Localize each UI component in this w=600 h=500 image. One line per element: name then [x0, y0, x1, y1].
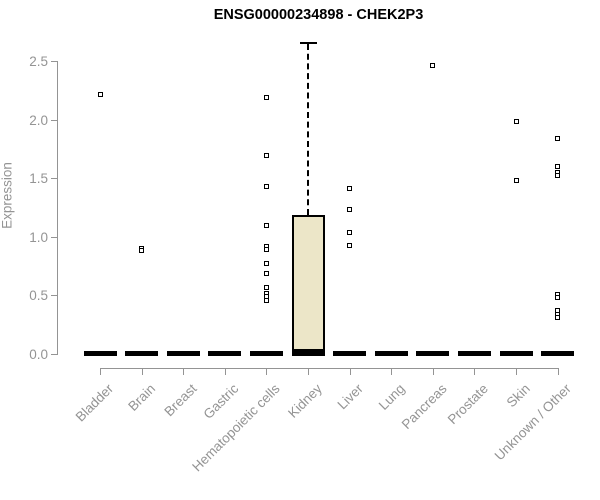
x-tick	[308, 369, 309, 375]
x-tick	[474, 369, 476, 375]
y-tick-label: 0.5	[29, 288, 48, 304]
outlier-point	[263, 153, 269, 159]
outlier-point	[263, 270, 269, 276]
y-tick-label: 1.0	[29, 229, 48, 245]
box	[291, 214, 325, 356]
x-axis-label: Bladder	[73, 381, 117, 425]
y-tick-label: 2.5	[29, 54, 48, 69]
outlier-point	[263, 247, 269, 253]
x-tick	[432, 369, 434, 375]
outlier-point	[513, 178, 519, 184]
y-tick	[51, 295, 57, 297]
x-axis-label: Lung	[375, 381, 408, 413]
y-tick	[51, 178, 57, 180]
outlier-point	[347, 242, 353, 248]
outlier-point	[263, 261, 269, 267]
x-axis-label: Breast	[161, 381, 200, 420]
y-tick	[51, 119, 57, 121]
x-axis-label: Kidney	[284, 381, 325, 421]
y-tick	[51, 236, 57, 238]
outlier-point	[263, 94, 269, 100]
outlier-point	[555, 163, 561, 169]
chart-title: ENSG00000234898 - CHEK2P3	[213, 7, 424, 23]
outlier-point	[555, 315, 561, 321]
flat-box	[208, 351, 242, 356]
outlier-point	[347, 186, 353, 192]
flat-box	[333, 351, 367, 356]
y-axis-line	[57, 61, 58, 355]
outlier-point	[263, 222, 269, 228]
y-tick-label: 2.0	[29, 112, 48, 128]
outlier-point	[347, 207, 353, 213]
whisker-cap	[299, 42, 317, 45]
x-axis-label: Brain	[125, 381, 159, 414]
flat-box	[249, 351, 283, 356]
y-tick	[51, 354, 57, 355]
x-axis-label: Prostate	[444, 381, 492, 428]
outlier-point	[555, 295, 561, 301]
flat-box	[416, 351, 450, 356]
x-tick	[224, 369, 226, 375]
x-axis-label: Unknown / Other	[491, 381, 575, 464]
x-tick	[516, 369, 517, 375]
y-tick-label: 1.5	[29, 171, 48, 187]
median-line	[291, 348, 325, 354]
flat-box	[499, 351, 533, 356]
outlier-point	[263, 284, 269, 290]
flat-box	[541, 351, 575, 356]
x-tick	[266, 369, 268, 375]
outlier-point	[430, 63, 436, 69]
outlier-point	[139, 248, 145, 254]
outlier-point	[263, 183, 269, 189]
x-axis-line	[100, 368, 559, 369]
x-axis-label: Gastric	[200, 381, 242, 422]
x-tick	[183, 369, 185, 375]
x-tick	[100, 369, 101, 375]
whisker	[307, 44, 309, 215]
y-tick	[51, 61, 57, 62]
flat-box	[166, 351, 200, 356]
flat-box	[125, 351, 159, 356]
flat-box	[83, 351, 117, 356]
outlier-point	[263, 297, 269, 303]
x-tick	[557, 369, 559, 375]
x-tick	[349, 369, 351, 375]
x-tick	[391, 369, 393, 375]
y-tick-label: 0.0	[29, 347, 48, 362]
outlier-point	[513, 119, 519, 125]
x-tick	[141, 369, 143, 375]
x-axis-label: Skin	[503, 381, 533, 411]
flat-box	[457, 351, 491, 356]
x-axis-label: Pancreas	[398, 381, 450, 432]
outlier-point	[555, 173, 561, 179]
outlier-point	[347, 229, 353, 235]
x-axis-label: Liver	[334, 381, 367, 413]
outlier-point	[97, 92, 103, 98]
flat-box	[374, 351, 408, 356]
outlier-point	[555, 135, 561, 141]
